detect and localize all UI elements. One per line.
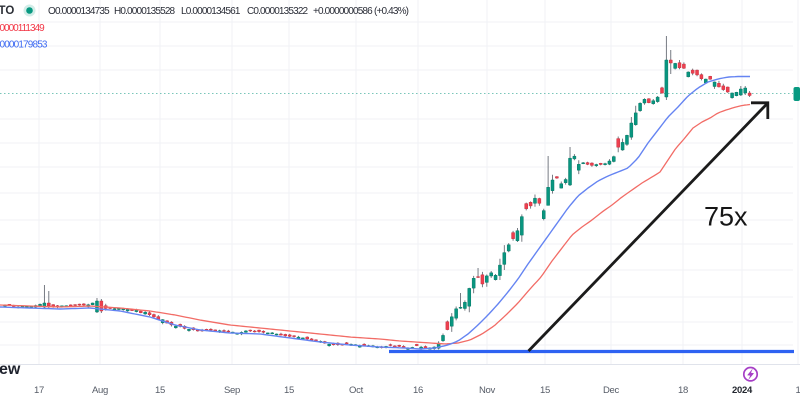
svg-text:Aug: Aug: [92, 385, 108, 396]
svg-text:18: 18: [678, 385, 688, 396]
svg-text:0000179853: 0000179853: [0, 40, 48, 51]
svg-text:75x: 75x: [704, 202, 748, 232]
svg-text:15: 15: [540, 385, 550, 396]
svg-text:Oct: Oct: [349, 385, 364, 396]
svg-text:ew: ew: [0, 361, 21, 378]
svg-text:16: 16: [413, 385, 423, 396]
svg-text:0000111349: 0000111349: [0, 23, 45, 34]
svg-text:Sep: Sep: [224, 385, 240, 396]
svg-text:17: 17: [34, 385, 44, 396]
svg-text:Dec: Dec: [603, 385, 620, 396]
svg-text:Nov: Nov: [479, 385, 496, 396]
svg-text:2024: 2024: [732, 385, 753, 396]
svg-text:15: 15: [284, 385, 294, 396]
svg-text:15: 15: [155, 385, 165, 396]
svg-text:1: 1: [796, 385, 800, 396]
svg-text:TO: TO: [0, 5, 14, 17]
